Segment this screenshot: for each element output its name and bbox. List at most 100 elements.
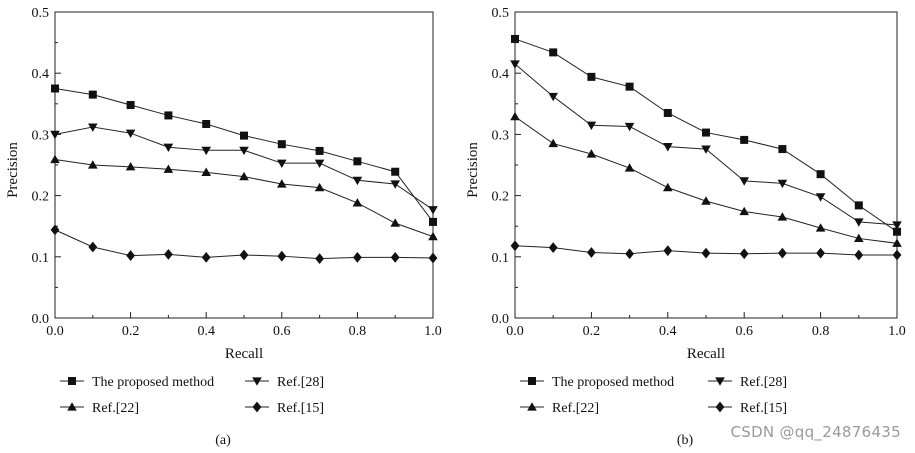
data-point-series-1 [391, 167, 400, 176]
y-tick-label: 0.3 [492, 128, 510, 143]
data-point-series-4 [892, 249, 902, 261]
data-point-series-4 [277, 250, 287, 262]
x-tick-label: 0.4 [197, 324, 215, 339]
data-point-series-1 [816, 170, 825, 179]
data-point-series-3 [815, 223, 826, 232]
data-point-series-1 [587, 72, 596, 81]
x-tick-label: 0.6 [273, 324, 291, 339]
data-point-series-4 [663, 245, 673, 257]
data-point-series-2 [428, 206, 438, 215]
data-point-series-2 [88, 123, 98, 132]
data-point-series-1 [88, 90, 97, 99]
data-point-series-3 [428, 231, 438, 241]
y-tick-label: 0.0 [32, 312, 50, 327]
data-point-series-3 [854, 233, 864, 243]
legend-marker [67, 402, 77, 411]
legend-marker [528, 377, 536, 385]
x-tick-label: 0.2 [122, 324, 140, 339]
data-point-series-1 [893, 227, 901, 236]
legend-marker [715, 377, 725, 386]
data-point-series-1 [126, 101, 135, 110]
data-point-series-4 [353, 252, 362, 263]
data-point-series-3 [390, 218, 400, 227]
x-tick-label: 0.6 [735, 324, 753, 339]
data-point-series-3 [586, 149, 597, 158]
series-line-1 [54, 88, 434, 223]
data-point-series-4 [126, 250, 135, 261]
data-point-series-1 [164, 111, 173, 120]
data-point-series-3 [701, 196, 711, 205]
y-tick-label: 0.2 [492, 190, 510, 205]
data-point-series-4 [816, 247, 825, 259]
legend: The proposed method Ref.[28] Ref.[22] Ref.[… [520, 375, 787, 416]
data-point-series-2 [239, 146, 249, 156]
data-point-series-1 [702, 128, 710, 137]
x-tick-label: 0.8 [349, 324, 367, 339]
data-point-series-2 [663, 143, 673, 152]
legend-marker [715, 401, 725, 413]
x-axis-label: Recall [225, 346, 263, 362]
x-tick-label: 1.0 [888, 324, 906, 339]
series-line-3 [54, 158, 434, 238]
legend-label: Ref.[15] [277, 401, 324, 416]
legend-marker [527, 402, 537, 411]
data-point-series-1 [778, 145, 787, 154]
legend-label: Ref.[28] [277, 375, 324, 390]
legend: The proposed method Ref.[28] Ref.[22] Ref.[… [60, 375, 324, 416]
data-point-series-2 [277, 159, 287, 168]
data-point-series-2 [390, 180, 400, 189]
data-point-series-1 [353, 157, 362, 166]
data-point-series-2 [624, 122, 635, 132]
y-axis-label: Precision [465, 142, 481, 198]
data-point-series-4 [390, 252, 400, 263]
data-point-series-4 [548, 242, 558, 254]
data-point-series-1 [429, 217, 437, 226]
data-point-series-4 [701, 247, 711, 259]
data-point-series-4 [50, 224, 60, 236]
data-point-series-3 [201, 167, 211, 176]
data-point-series-2 [125, 129, 136, 138]
y-tick-label: 0.2 [32, 190, 50, 205]
data-point-series-1 [740, 135, 749, 144]
legend-marker [68, 377, 76, 385]
data-point-series-4 [587, 247, 596, 258]
data-point-series-2 [163, 143, 174, 153]
chart-panel-1: 0.0 0.2 0.4 0.6 0.8 1.0 0.0 0.1 0.2 0.3 0.4 0.5 Reca… [5, 6, 442, 448]
data-point-series-2 [701, 145, 711, 154]
legend-label: Ref.[28] [740, 375, 787, 390]
x-tick-label: 0.2 [583, 324, 601, 339]
data-point-series-2 [352, 176, 363, 186]
data-point-series-2 [892, 221, 902, 230]
plot-frame [54, 11, 434, 319]
data-point-series-1 [277, 140, 286, 149]
y-axis-label: Precision [5, 142, 21, 198]
data-point-series-1 [511, 34, 519, 43]
data-point-series-3 [50, 154, 60, 164]
data-point-series-2 [314, 159, 325, 168]
data-point-series-2 [201, 146, 211, 156]
data-point-series-4 [428, 252, 438, 264]
y-tick-label: 0.0 [492, 312, 510, 327]
data-point-series-4 [778, 247, 787, 259]
data-point-series-2 [510, 60, 520, 69]
data-point-series-4 [854, 249, 864, 261]
data-point-series-2 [854, 218, 864, 227]
legend-label: Ref.[22] [552, 401, 599, 416]
data-point-series-1 [625, 82, 634, 91]
y-tick-label: 0.5 [32, 6, 50, 21]
x-tick-label: 0.0 [506, 324, 524, 339]
x-axis-label: Recall [687, 346, 725, 362]
data-point-series-2 [586, 121, 597, 131]
data-point-series-1 [202, 119, 211, 128]
data-point-series-1 [51, 84, 59, 93]
data-point-series-1 [854, 201, 863, 210]
plot-frame [514, 11, 898, 319]
data-point-series-4 [739, 248, 749, 260]
data-point-series-4 [315, 253, 324, 265]
data-point-series-1 [549, 48, 558, 57]
data-point-series-4 [625, 248, 634, 260]
legend-label: Ref.[15] [740, 401, 787, 416]
data-point-series-4 [88, 241, 98, 253]
panel-label: (a) [215, 433, 231, 448]
